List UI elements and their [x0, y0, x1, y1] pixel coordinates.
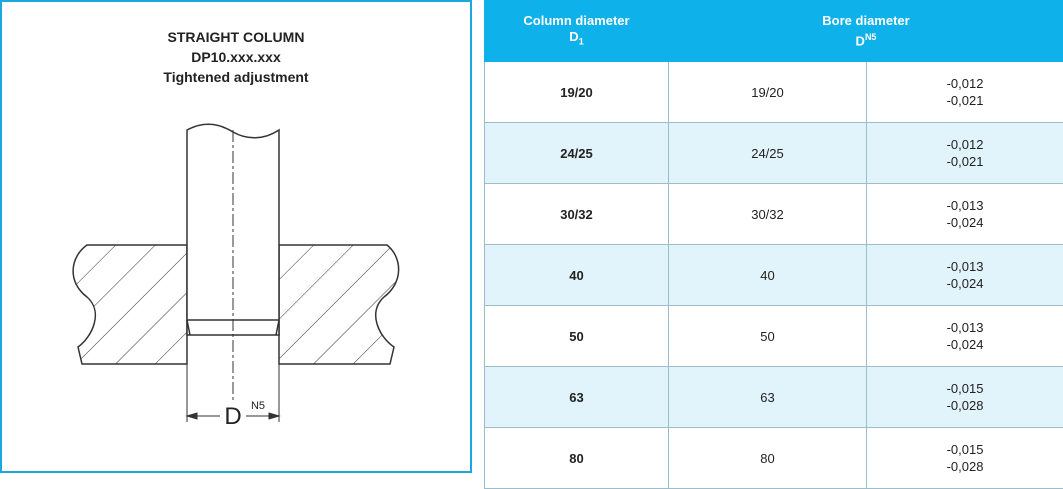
- table-cell: 24/25: [669, 123, 867, 184]
- header-symbol: D: [569, 29, 578, 44]
- tolerance-value: -0,013: [947, 259, 984, 274]
- title-line: Tightened adjustment: [163, 69, 309, 85]
- table-row: 19/20 19/20 -0,012 -0,021: [485, 62, 1063, 123]
- column-diameter: 80: [569, 451, 583, 466]
- column-diameter: 63: [569, 390, 583, 405]
- bore-diameter: 40: [760, 268, 774, 283]
- table-cell: -0,012 -0,021: [867, 62, 1063, 123]
- table-cell: 24/25: [485, 123, 669, 184]
- header-cell: Bore diameter DN5: [669, 1, 1063, 62]
- bore-diameter: 80: [760, 451, 774, 466]
- tolerance-value: -0,015: [947, 442, 984, 457]
- tolerance-value: -0,021: [947, 93, 984, 108]
- table-cell: -0,015 -0,028: [867, 367, 1063, 428]
- table-cell: 80: [485, 428, 669, 489]
- bore-diameter: 63: [760, 390, 774, 405]
- tolerance-value: -0,013: [947, 198, 984, 213]
- table-row: 30/32 30/32 -0,013 -0,024: [485, 184, 1063, 245]
- tolerance-value: -0,012: [947, 76, 984, 91]
- tolerance-value: -0,015: [947, 381, 984, 396]
- column-diameter: 19/20: [560, 85, 593, 100]
- table-row: 24/25 24/25 -0,012 -0,021: [485, 123, 1063, 184]
- table-cell: 80: [669, 428, 867, 489]
- title-line: DP10.xxx.xxx: [191, 49, 281, 65]
- tolerance-value: -0,012: [947, 137, 984, 152]
- table-row: 50 50 -0,013 -0,024: [485, 306, 1063, 367]
- header-text: Bore diameter: [822, 13, 909, 28]
- column-diameter: 50: [569, 329, 583, 344]
- title-line: STRAIGHT COLUMN: [168, 29, 305, 45]
- table-cell: 19/20: [669, 62, 867, 123]
- column-diameter: 40: [569, 268, 583, 283]
- tolerance-value: -0,021: [947, 154, 984, 169]
- bore-diameter: 50: [760, 329, 774, 344]
- table-cell: 63: [669, 367, 867, 428]
- header-superscript: N5: [865, 32, 877, 42]
- table-cell: 40: [669, 245, 867, 306]
- bore-diameter: 30/32: [751, 207, 784, 222]
- dimension-label: D: [224, 403, 241, 430]
- table-cell: 19/20: [485, 62, 669, 123]
- table-cell: 40: [485, 245, 669, 306]
- dimension-tolerance: N5: [251, 400, 265, 412]
- table-cell: -0,015 -0,028: [867, 428, 1063, 489]
- tolerance-value: -0,028: [947, 398, 984, 413]
- table-cell: 50: [669, 306, 867, 367]
- header-text: Column diameter: [523, 13, 629, 28]
- header-symbol: D: [856, 33, 865, 48]
- diagram-panel: STRAIGHT COLUMN DP10.xxx.xxx Tightened a…: [0, 0, 472, 473]
- tolerance-value: -0,028: [947, 459, 984, 474]
- table-cell: 30/32: [669, 184, 867, 245]
- page: STRAIGHT COLUMN DP10.xxx.xxx Tightened a…: [0, 0, 1063, 473]
- table-cell: 50: [485, 306, 669, 367]
- tolerance-value: -0,024: [947, 215, 984, 230]
- diagram: STRAIGHT COLUMN DP10.xxx.xxx Tightened a…: [2, 2, 470, 471]
- bore-diameter: 24/25: [751, 146, 784, 161]
- table-row: 40 40 -0,013 -0,024: [485, 245, 1063, 306]
- table-cell: -0,013 -0,024: [867, 306, 1063, 367]
- tolerance-value: -0,024: [947, 337, 984, 352]
- table-cell: -0,013 -0,024: [867, 184, 1063, 245]
- table-row: 80 80 -0,015 -0,028: [485, 428, 1063, 489]
- table-cell: -0,013 -0,024: [867, 245, 1063, 306]
- table-cell: 30/32: [485, 184, 669, 245]
- header-subscript: 1: [579, 36, 584, 46]
- tolerance-value: -0,013: [947, 320, 984, 335]
- column-diameter: 30/32: [560, 207, 593, 222]
- tolerance-value: -0,024: [947, 276, 984, 291]
- column-diameter: 24/25: [560, 146, 593, 161]
- table-row: 63 63 -0,015 -0,028: [485, 367, 1063, 428]
- table-cell: 63: [485, 367, 669, 428]
- bore-diameter: 19/20: [751, 85, 784, 100]
- table-cell: -0,012 -0,021: [867, 123, 1063, 184]
